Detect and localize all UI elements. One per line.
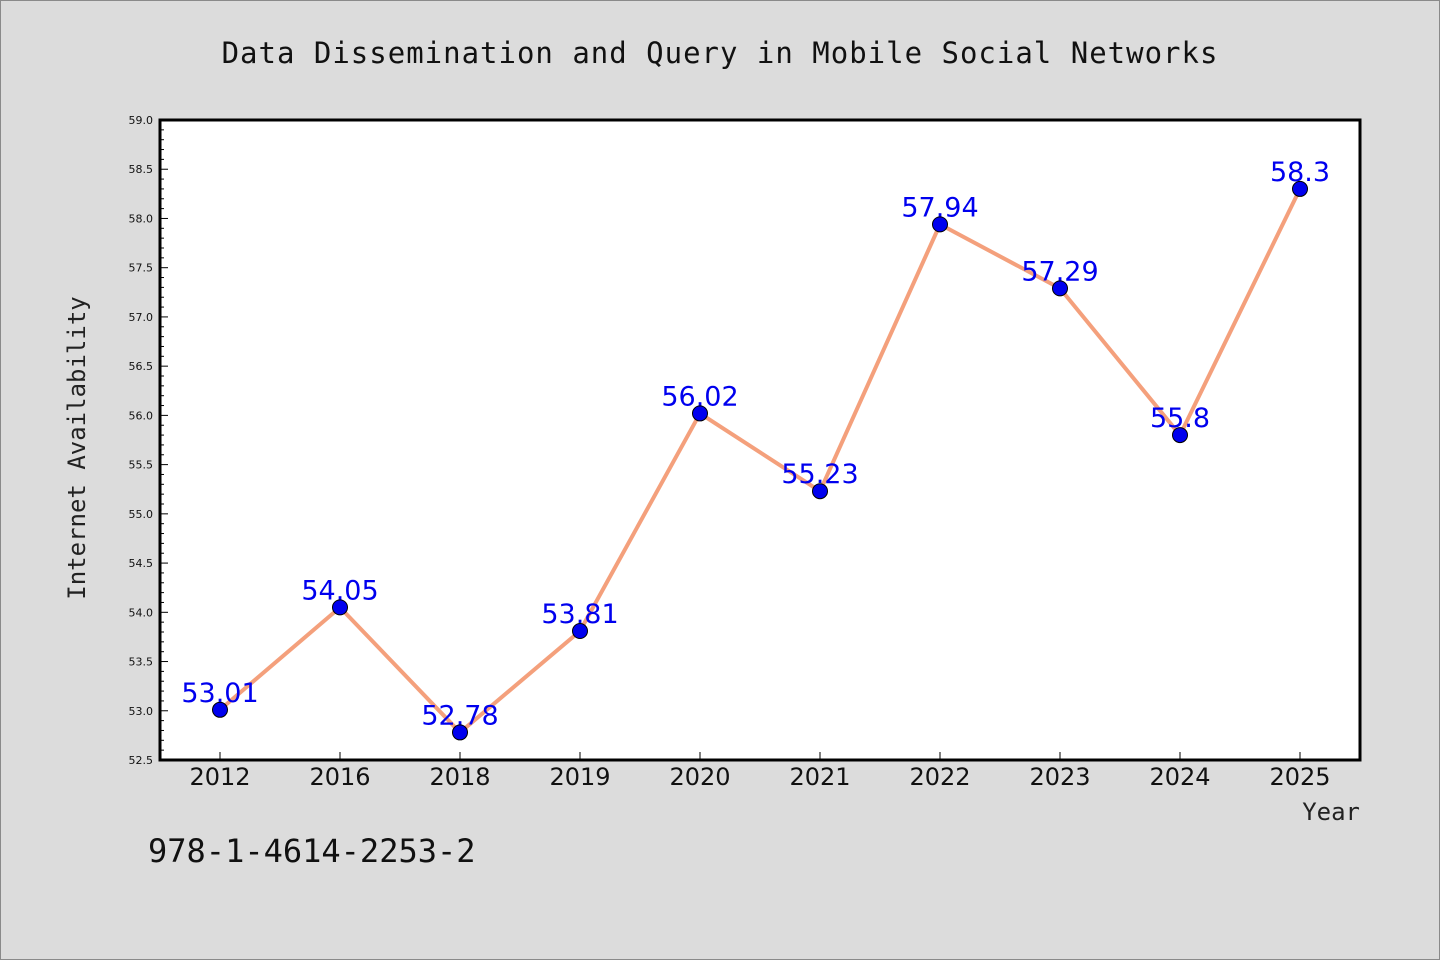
data-label: 52.78 <box>421 700 498 731</box>
data-point <box>212 701 228 718</box>
data-point <box>452 724 468 741</box>
data-markers <box>212 180 1308 741</box>
y-tick-label: 54.5 <box>129 557 154 570</box>
data-label: 53.01 <box>181 678 258 709</box>
data-labels: 53.01 54.05 52.78 53.81 56.02 55.23 57.94 57.29… <box>181 157 1330 732</box>
y-tick-label: 53.5 <box>129 656 154 669</box>
data-point <box>332 599 348 616</box>
y-tick-label: 58.5 <box>129 163 154 176</box>
y-tick-label: 52.5 <box>129 754 154 767</box>
x-tick-label: 2018 <box>429 763 490 791</box>
data-label: 54.05 <box>301 575 378 606</box>
y-tick-label: 56.5 <box>129 360 154 373</box>
isbn-text: 978-1-4614-2253-2 <box>148 832 476 870</box>
data-point <box>1292 180 1308 197</box>
x-tick-label: 2023 <box>1029 763 1090 791</box>
data-point <box>932 216 948 233</box>
x-tick-label: 2025 <box>1269 763 1330 791</box>
y-tick-label: 56.0 <box>129 409 154 422</box>
x-tick-label: 2016 <box>309 763 370 791</box>
data-point <box>572 623 588 640</box>
plot-area <box>158 118 1362 762</box>
y-tick-label: 59.0 <box>129 114 154 127</box>
y-tick-label: 53.0 <box>129 705 154 718</box>
y-axis-label: Internet Availability <box>63 296 91 599</box>
y-axis: 52.5 53.0 53.5 54.0 54.5 55.0 55.5 56.0 56.5 57.0… <box>129 114 168 767</box>
data-label: 58.3 <box>1270 157 1330 188</box>
data-label: 55.23 <box>781 459 858 490</box>
y-tick-label: 58.0 <box>129 212 154 225</box>
x-axis-label: Year <box>1302 798 1360 826</box>
data-label: 57.94 <box>901 192 978 223</box>
data-point <box>1052 280 1068 297</box>
chart-title: Data Dissemination and Query in Mobile S… <box>222 36 1219 70</box>
data-label: 53.81 <box>541 599 618 630</box>
x-tick-label: 2019 <box>549 763 610 791</box>
series-line-group <box>218 186 1302 735</box>
y-tick-label: 57.5 <box>129 262 154 275</box>
y-tick-label: 55.0 <box>129 508 154 521</box>
x-tick-label: 2021 <box>789 763 850 791</box>
x-tick-label: 2020 <box>669 763 730 791</box>
data-label: 55.8 <box>1150 403 1210 434</box>
data-point <box>812 483 828 500</box>
x-tick-label: 2024 <box>1149 763 1210 791</box>
x-axis: 2012 2016 2018 2019 2020 2021 2022 2023 2024 2025 <box>189 752 1331 791</box>
data-label: 56.02 <box>661 381 738 412</box>
data-point <box>1172 427 1188 444</box>
x-tick-label: 2022 <box>909 763 970 791</box>
y-tick-label: 55.5 <box>129 459 154 472</box>
y-tick-label: 57.0 <box>129 311 154 324</box>
data-point <box>692 405 708 422</box>
data-label: 57.29 <box>1021 256 1098 287</box>
series-line <box>218 186 1302 735</box>
y-tick-label: 54.0 <box>129 606 154 619</box>
x-tick-label: 2012 <box>189 763 250 791</box>
